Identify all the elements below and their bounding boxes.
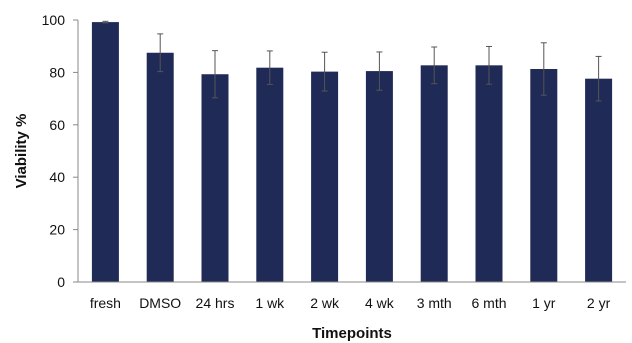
bar-2 [201,74,229,282]
axes-layer [77,20,626,283]
bar-9 [585,78,613,282]
y-tick-label: 60 [49,117,65,133]
error-bar-4 [321,51,328,92]
y-tick-label: 0 [57,274,65,290]
bar-6 [420,65,448,283]
error-bar-3 [266,50,273,85]
x-tick-label: fresh [90,295,121,311]
error-bar-1 [157,33,164,73]
x-tick-label: 3 mth [417,295,452,311]
error-bar-0 [102,20,109,24]
y-tick-label: 100 [42,12,66,28]
x-axis-title: Timepoints [312,325,392,342]
bar-3 [256,67,284,283]
x-tick-label: 24 hrs [196,295,235,311]
x-tick-label: 2 yr [587,295,611,311]
error-bar-5 [376,51,383,91]
error-bar-2 [212,50,218,99]
y-axis-title: Viability % [13,114,30,189]
x-tick-label: 2 wk [310,295,340,311]
x-tick-label: 4 wk [365,295,395,311]
y-tick-label: 80 [49,64,65,80]
bar-0 [91,22,119,282]
error-bar-6 [431,46,438,85]
bar-5 [365,71,393,282]
y-tick-label: 20 [49,222,65,238]
x-tick-label: 1 yr [532,295,556,311]
x-tick-label: 1 wk [255,295,285,311]
bar-7 [475,65,503,283]
error-bar-7 [486,45,492,85]
bar-1 [146,52,174,282]
x-tick-labels: fresh DMSO 24 hrs 1 wk 2 wk 4 wk 3 mth 6 mth 1 y… [90,295,611,311]
x-tick-label: 6 mth [471,295,506,311]
error-bar-8 [540,42,547,96]
y-tick-labels: 0 20 40 60 80 100 [42,12,78,290]
bar-4 [311,71,339,282]
error-bars-layer [102,20,602,102]
x-tick-label: DMSO [139,295,181,311]
error-bar-9 [595,55,602,102]
bar-8 [530,68,558,282]
bars-layer [91,22,613,283]
y-tick-label: 40 [49,169,65,185]
